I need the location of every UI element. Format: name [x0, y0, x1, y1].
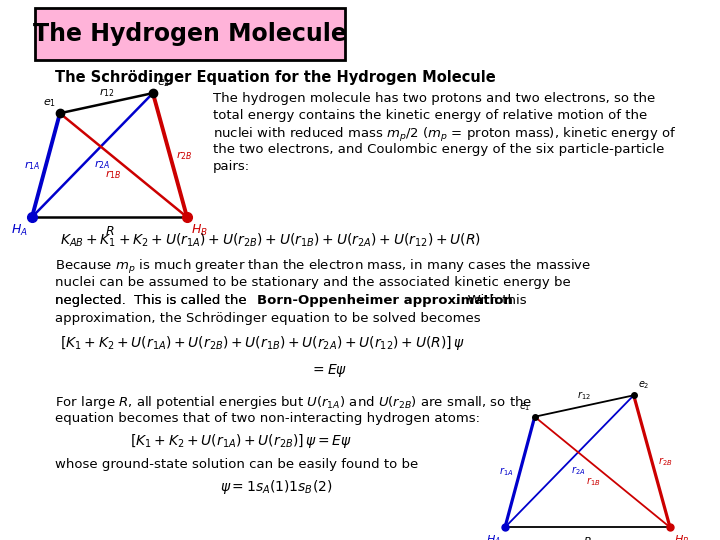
Text: $r_{2B}$: $r_{2B}$: [658, 455, 672, 468]
Text: $K_{AB} + K_1 + K_2 + U(r_{1A}) + U(r_{2B}) + U(r_{1B}) + U(r_{2A}) + U(r_{12}) : $K_{AB} + K_1 + K_2 + U(r_{1A}) + U(r_{2…: [60, 232, 481, 249]
Text: $e_1$: $e_1$: [519, 401, 531, 413]
Text: $r_{2A}$: $r_{2A}$: [572, 464, 586, 477]
Text: $H_A$: $H_A$: [12, 223, 28, 238]
Text: total energy contains the kinetic energy of relative motion of the: total energy contains the kinetic energy…: [213, 109, 647, 122]
Text: $r_{1A}$: $r_{1A}$: [24, 159, 40, 172]
Text: $H_B$: $H_B$: [191, 223, 208, 238]
Text: .  With this: . With this: [455, 294, 526, 307]
Bar: [35, 8, 345, 60]
Text: The Schrödinger Equation for the Hydrogen Molecule: The Schrödinger Equation for the Hydroge…: [55, 70, 496, 85]
Text: $\psi = 1s_A(1)1s_B(2)$: $\psi = 1s_A(1)1s_B(2)$: [220, 478, 333, 496]
Text: $H_A$: $H_A$: [486, 534, 501, 540]
Text: neglected.  This is called the: neglected. This is called the: [55, 294, 251, 307]
Text: $r_{2A}$: $r_{2A}$: [94, 158, 111, 171]
Text: nuclei can be assumed to be stationary and the associated kinetic energy be: nuclei can be assumed to be stationary a…: [55, 276, 571, 289]
Text: $[K_1 + K_2 + U(r_{1A}) + U(r_{2B})]\,\psi = E\psi$: $[K_1 + K_2 + U(r_{1A}) + U(r_{2B})]\,\p…: [130, 432, 351, 450]
Text: whose ground-state solution can be easily found to be: whose ground-state solution can be easil…: [55, 458, 418, 471]
Text: The Hydrogen Molecule: The Hydrogen Molecule: [33, 22, 347, 46]
Text: $e_2$: $e_2$: [157, 77, 170, 89]
Text: the two electrons, and Coulombic energy of the six particle-particle: the two electrons, and Coulombic energy …: [213, 143, 665, 156]
Text: $e_1$: $e_1$: [42, 97, 56, 109]
Text: $= E\psi$: $= E\psi$: [310, 362, 347, 379]
Text: For large $R$, all potential energies but $U(r_{1A})$ and $U(r_{2B})$ are small,: For large $R$, all potential energies bu…: [55, 394, 532, 411]
Text: $r_{12}$: $r_{12}$: [577, 389, 591, 402]
Text: $R$: $R$: [583, 535, 592, 540]
Text: Because $m_p$ is much greater than the electron mass, in many cases the massive: Because $m_p$ is much greater than the e…: [55, 258, 591, 276]
Text: $r_{12}$: $r_{12}$: [99, 86, 114, 99]
Text: $r_{1B}$: $r_{1B}$: [586, 475, 600, 488]
Text: Born-Oppenheimer approximation: Born-Oppenheimer approximation: [257, 294, 513, 307]
Text: $e_2$: $e_2$: [638, 380, 649, 392]
Text: pairs:: pairs:: [213, 160, 250, 173]
Text: $r_{1A}$: $r_{1A}$: [500, 465, 514, 478]
Text: $r_{2B}$: $r_{2B}$: [176, 148, 192, 161]
Text: $R$: $R$: [104, 225, 114, 238]
Text: $H_B$: $H_B$: [674, 534, 689, 540]
Text: The hydrogen molecule has two protons and two electrons, so the: The hydrogen molecule has two protons an…: [213, 92, 655, 105]
Text: neglected.  This is called the: neglected. This is called the: [55, 294, 251, 307]
Text: equation becomes that of two non-interacting hydrogen atoms:: equation becomes that of two non-interac…: [55, 412, 480, 425]
Text: approximation, the Schrödinger equation to be solved becomes: approximation, the Schrödinger equation …: [55, 312, 481, 325]
Text: $r_{1B}$: $r_{1B}$: [105, 168, 122, 181]
Text: $[K_1 + K_2 + U(r_{1A}) + U(r_{2B}) + U(r_{1B}) + U(r_{2A}) + U(r_{12}) + U(R)]\: $[K_1 + K_2 + U(r_{1A}) + U(r_{2B}) + U(…: [60, 334, 465, 352]
Text: nuclei with reduced mass $m_p$/2 ($m_p$ = proton mass), kinetic energy of: nuclei with reduced mass $m_p$/2 ($m_p$ …: [213, 126, 677, 144]
